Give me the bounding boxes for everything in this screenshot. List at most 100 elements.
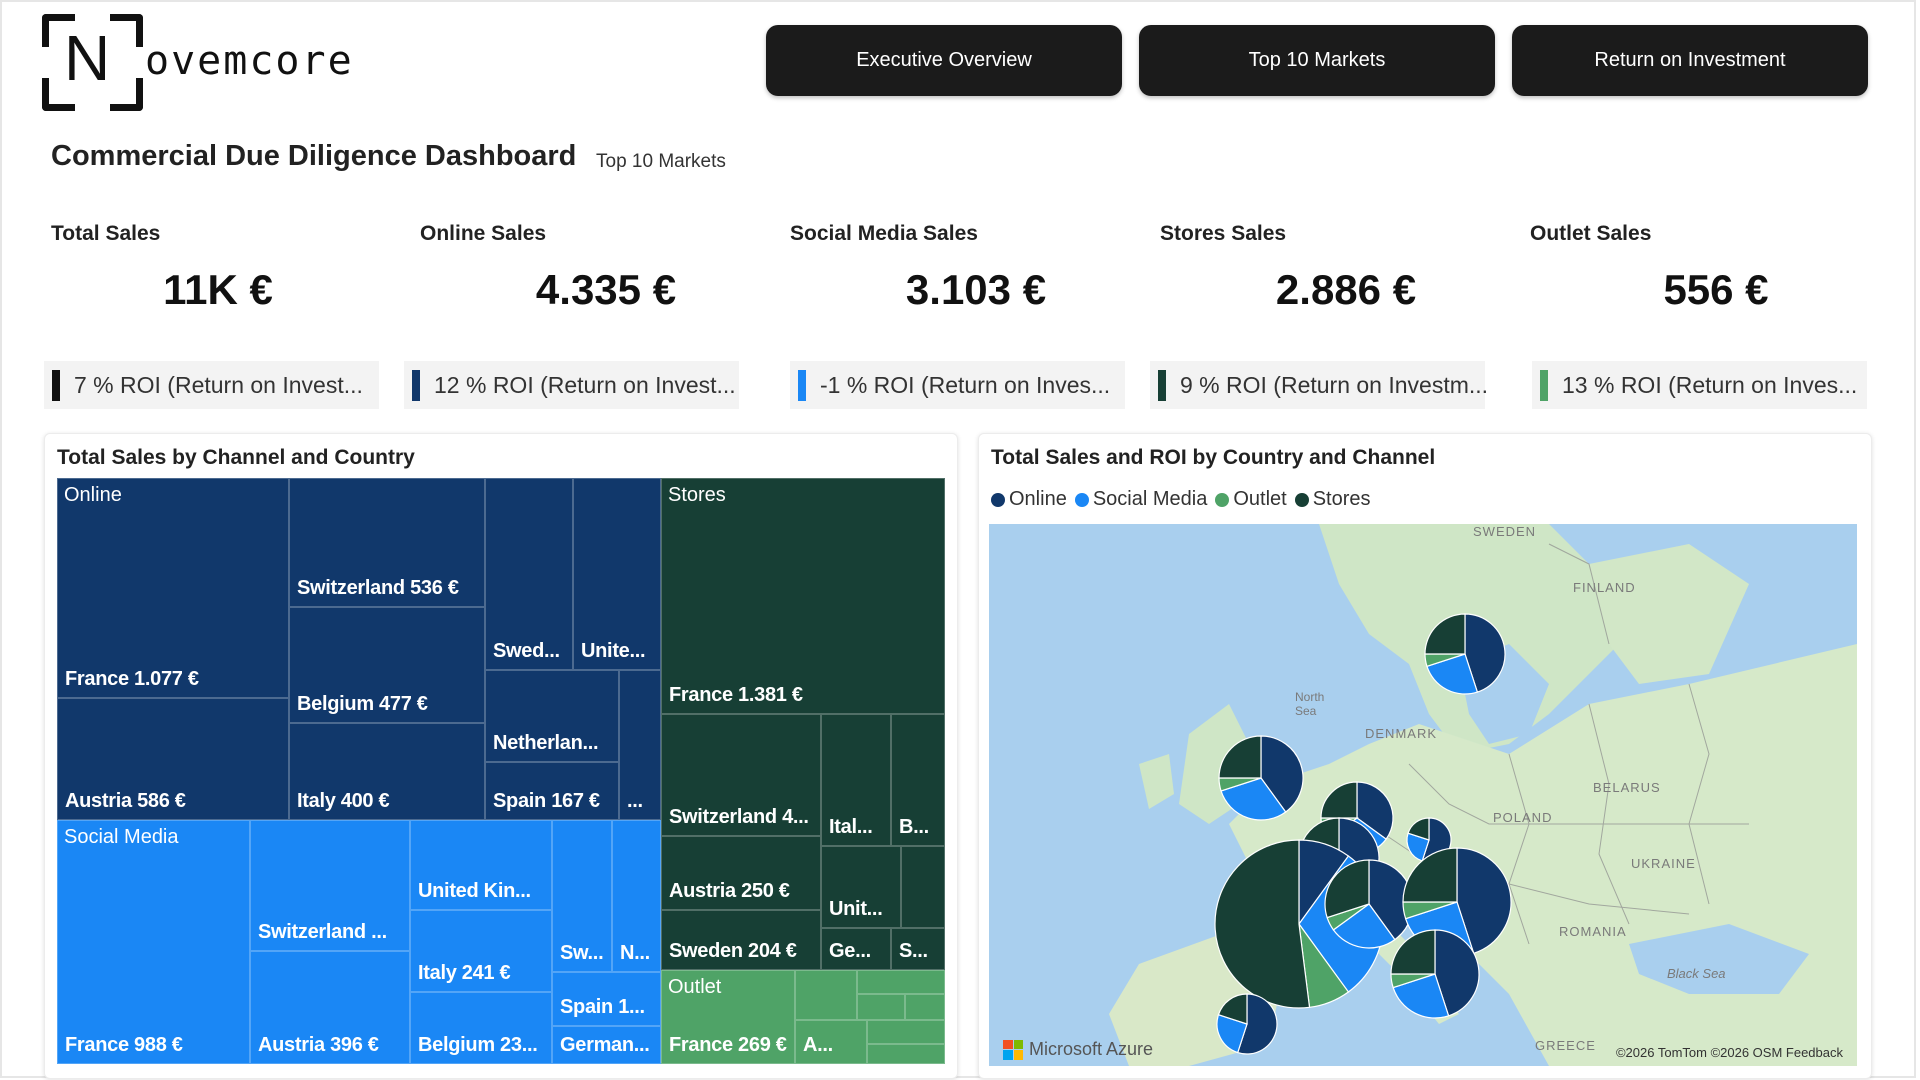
treemap-cell-stores-sweden[interactable]: Sweden 204 € [661, 910, 821, 970]
map-pie-slice[interactable] [1216, 1013, 1248, 1054]
legend-dot [1294, 492, 1309, 507]
top-10-markets-button[interactable]: Top 10 Markets [1139, 25, 1495, 96]
treemap-cell-stores-other[interactable] [901, 846, 945, 928]
treemap-cell-outlet-austria[interactable]: A... [795, 1020, 867, 1064]
treemap-cell-outlet-other-2[interactable] [857, 970, 945, 994]
map-provider: Microsoft Azure [1029, 1039, 1154, 1059]
legend-item-social-media[interactable]: Social Media [1074, 488, 1207, 511]
land-finland-east [1589, 544, 1749, 684]
map-pie-slice[interactable] [1214, 839, 1311, 1009]
treemap-cell-outlet-other-6[interactable] [867, 1044, 945, 1064]
treemap-cell-online-switzerland[interactable]: Switzerland 536 € [289, 478, 485, 607]
map-pie-slice[interactable] [1434, 929, 1480, 1017]
map-pie-slice[interactable] [1218, 735, 1262, 779]
map-pie-slice[interactable] [1220, 777, 1287, 821]
treemap-cell-social-switzerland[interactable]: Switzerland ... [250, 820, 410, 951]
kpi-social-media-sales: Social Media Sales 3.103 € [790, 218, 1150, 328]
treemap-cell-social-germany[interactable]: German... [552, 1026, 661, 1064]
cell-label: France 988 € [65, 1034, 183, 1056]
treemap-cell-stores-austria[interactable]: Austria 250 € [661, 836, 821, 910]
treemap-cell-online-uk[interactable]: Unite... [573, 478, 661, 670]
treemap-cell-outlet-france[interactable]: France 269 € [661, 970, 795, 1064]
map-pie-slice[interactable] [1424, 613, 1466, 655]
treemap-cell-social-france[interactable]: France 988 € [57, 820, 250, 1064]
treemap-cell-stores-spain[interactable]: S... [891, 928, 945, 970]
cell-label: ... [627, 790, 643, 812]
cell-label: Spain 1... [560, 996, 645, 1018]
treemap-cell-social-netherlands[interactable]: N... [612, 820, 661, 972]
map-label-poland: POLAND [1493, 810, 1553, 825]
return-on-investment-button[interactable]: Return on Investment [1512, 25, 1868, 96]
map-attribution[interactable]: ©2026 TomTom ©2026 OSM Feedback [1615, 1045, 1843, 1060]
treemap-cell-social-belgium[interactable]: Belgium 23... [410, 992, 552, 1064]
map-pie-slice[interactable] [1260, 735, 1304, 813]
kpi-online-sales: Online Sales 4.335 € [420, 218, 780, 328]
treemap-cell-outlet-other-3[interactable] [857, 994, 905, 1020]
treemap-cell-online-netherlands[interactable]: Netherlan... [485, 670, 619, 762]
treemap-cell-online-belgium[interactable]: Belgium 477 € [289, 607, 485, 723]
treemap-cell-social-austria[interactable]: Austria 396 € [250, 951, 410, 1064]
treemap-cell-online-france[interactable]: France 1.077 € [57, 478, 289, 698]
kpi-value: 2.886 € [1275, 266, 1417, 313]
roi-text: -1 % ROI (Return on Inves... [820, 372, 1111, 398]
treemap-cell-outlet-other-4[interactable] [905, 994, 945, 1020]
map-label-denmark: DENMARK [1365, 726, 1438, 741]
treemap-title: Total Sales by Channel and Country [57, 446, 415, 469]
treemap-cell-online-austria[interactable]: Austria 586 € [57, 698, 289, 820]
map-pie-slice[interactable] [1426, 653, 1479, 695]
roi-color-bar [1158, 370, 1166, 401]
map-label-belarus: BELARUS [1593, 780, 1661, 795]
cell-label: Austria 396 € [258, 1034, 379, 1056]
treemap-cell-stores-france[interactable]: France 1.381 € [661, 478, 945, 714]
map-pie-slice[interactable] [1217, 993, 1248, 1025]
treemap-cell-online-sweden[interactable]: Swed... [485, 478, 573, 670]
executive-overview-button[interactable]: Executive Overview [766, 25, 1122, 96]
treemap-cell-outlet-other-5[interactable] [867, 1020, 945, 1044]
cell-label: Sweden 204 € [669, 940, 797, 962]
treemap-cell-stores-belgium[interactable]: B... [891, 714, 945, 846]
map-pie-slice[interactable] [1390, 929, 1436, 975]
microsoft-logo-icon [1003, 1039, 1023, 1060]
roi-card-outlet[interactable]: 13 % ROI (Return on Inves... [1532, 361, 1867, 409]
map-pie-slice[interactable] [1324, 859, 1370, 919]
kpi-outlet-sales: Outlet Sales 556 € [1530, 218, 1890, 328]
legend-item-outlet[interactable]: Outlet [1215, 488, 1287, 511]
map-pie-slice[interactable] [1456, 847, 1512, 955]
treemap-cell-stores-germany[interactable]: Ge... [821, 928, 891, 970]
map-pie-slice[interactable] [1402, 847, 1458, 903]
treemap-cell-social-spain[interactable]: Spain 1... [552, 972, 661, 1026]
roi-color-bar [1540, 370, 1548, 401]
treemap-cell-online-spain[interactable]: Spain 167 € [485, 762, 619, 820]
roi-card-total[interactable]: 7 % ROI (Return on Invest... [44, 361, 379, 409]
treemap-cell-social-uk[interactable]: United Kin... [410, 820, 552, 910]
legend-dot [991, 492, 1005, 507]
treemap-cell-stores-switzerland[interactable]: Switzerland 4... [661, 714, 821, 836]
roi-text: 12 % ROI (Return on Invest... [434, 372, 736, 398]
roi-card-online[interactable]: 12 % ROI (Return on Invest... [404, 361, 739, 409]
treemap-cell-social-italy[interactable]: Italy 241 € [410, 910, 552, 992]
cell-label: B... [899, 816, 929, 838]
map-pie-slice[interactable] [1407, 817, 1430, 841]
europe-map[interactable]: SWEDEN FINLAND North Sea DENMARK BELARUS… [989, 524, 1857, 1066]
treemap-cell-stores-uk[interactable]: Unit... [821, 846, 901, 928]
legend-label: Stores [1312, 488, 1371, 510]
treemap-cell-outlet-other-1[interactable] [795, 970, 857, 1020]
legend-item-stores[interactable]: Stores [1294, 488, 1371, 511]
treemap-cell-online-italy[interactable]: Italy 400 € [289, 723, 485, 820]
roi-text: 13 % ROI (Return on Inves... [1562, 372, 1858, 398]
map-pie-slice[interactable] [1320, 781, 1358, 819]
map-pie-slice[interactable] [1464, 613, 1506, 693]
map-pie-slice[interactable] [1356, 781, 1394, 840]
legend-item-online[interactable]: Online [991, 488, 1067, 511]
cell-label: Switzerland ... [258, 921, 387, 943]
treemap-cell-online-other[interactable]: ... [619, 670, 661, 820]
treemap-cell-stores-italy[interactable]: Ital... [821, 714, 891, 846]
treemap-cell-social-sweden[interactable]: Sw... [552, 820, 612, 972]
map-label-black-sea: Black Sea [1667, 966, 1726, 981]
map-pie-slice[interactable] [1332, 903, 1396, 949]
cell-label: Spain 167 € [493, 790, 600, 812]
roi-card-social-media[interactable]: -1 % ROI (Return on Inves... [790, 361, 1125, 409]
roi-card-stores[interactable]: 9 % ROI (Return on Investm... [1150, 361, 1488, 409]
pie-layer [1214, 613, 1512, 1055]
map-pie-slice[interactable] [1392, 973, 1450, 1019]
